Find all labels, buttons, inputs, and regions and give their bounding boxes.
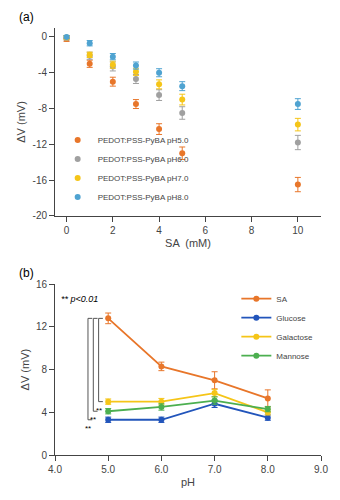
svg-text:2: 2 [110, 225, 116, 236]
svg-text:PEDOT:PSS-PyBA pH8.0: PEDOT:PSS-PyBA pH8.0 [98, 193, 189, 202]
svg-text:6.0: 6.0 [154, 464, 168, 475]
svg-text:9.0: 9.0 [314, 464, 328, 475]
svg-text:-20: -20 [33, 210, 48, 221]
svg-text:5.0: 5.0 [101, 464, 115, 475]
svg-text:SA: SA [276, 295, 287, 304]
svg-text:PEDOT:PSS-PyBA pH5.0: PEDOT:PSS-PyBA pH5.0 [98, 136, 189, 145]
svg-text:8.0: 8.0 [261, 464, 275, 475]
svg-text:ΔV (mV): ΔV (mV) [15, 101, 27, 143]
svg-text:8: 8 [41, 364, 47, 375]
svg-text:(a): (a) [19, 10, 34, 24]
svg-text:pH: pH [181, 476, 195, 488]
svg-text:10: 10 [292, 225, 304, 236]
svg-text:PEDOT:PSS-PyBA pH6.0: PEDOT:PSS-PyBA pH6.0 [98, 155, 189, 164]
svg-text:Mannose: Mannose [276, 352, 309, 361]
svg-text:7.0: 7.0 [208, 464, 222, 475]
svg-text:16: 16 [36, 279, 48, 290]
svg-text:(b): (b) [19, 266, 34, 280]
svg-text:8: 8 [249, 225, 255, 236]
svg-text:**: ** [90, 415, 96, 424]
svg-text:ΔV (mV): ΔV (mV) [19, 349, 31, 391]
svg-text:4.0: 4.0 [48, 464, 62, 475]
svg-text:12: 12 [36, 321, 48, 332]
svg-text:**: ** [96, 406, 102, 415]
svg-text:4: 4 [156, 225, 162, 236]
svg-text:4: 4 [41, 407, 47, 418]
svg-text:-16: -16 [33, 175, 48, 186]
svg-text:** p<0.01: ** p<0.01 [61, 294, 98, 304]
svg-text:Galactose: Galactose [276, 333, 313, 342]
svg-text:0: 0 [64, 225, 70, 236]
svg-text:-8: -8 [38, 103, 47, 114]
svg-text:0: 0 [41, 450, 47, 461]
svg-text:PEDOT:PSS-PyBA pH7.0: PEDOT:PSS-PyBA pH7.0 [98, 174, 189, 183]
svg-text:**: ** [85, 424, 91, 433]
svg-text:-12: -12 [33, 139, 48, 150]
svg-text:0: 0 [41, 31, 47, 42]
svg-text:6: 6 [203, 225, 209, 236]
svg-text:Glucose: Glucose [276, 314, 306, 323]
svg-text:SA (mM): SA (mM) [165, 237, 211, 249]
svg-text:-4: -4 [38, 67, 47, 78]
